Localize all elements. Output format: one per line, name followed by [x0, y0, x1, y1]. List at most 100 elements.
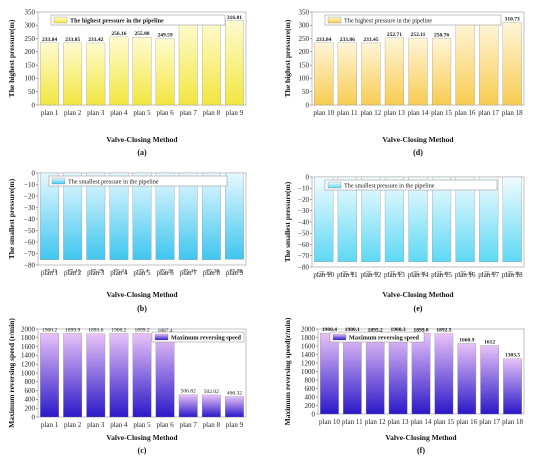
x-tick-label: plan 17: [478, 271, 499, 279]
bar-b-8: [201, 172, 221, 260]
y-tick-label: 250: [299, 35, 310, 43]
data-label-f-8: 1612: [484, 339, 495, 345]
y-tick-label: 1400: [301, 351, 316, 359]
data-label-e-9: −75.41: [504, 271, 520, 277]
bar-e-1: [314, 176, 334, 262]
x-tick-label: plan 1: [41, 269, 59, 277]
x-tick-label: plan 8: [203, 421, 221, 429]
data-label-f-1: 1900.4: [322, 327, 337, 333]
bar-a-7: [178, 20, 198, 106]
y-tick-label: 600: [25, 387, 36, 395]
bar-c-2: [63, 333, 83, 418]
bar-b-2: [63, 172, 83, 260]
chart-panel-d: 0 50 100 150 200 250 300 350 233.84 plan 10 233.86…: [283, 8, 525, 157]
data-label-c-3: 1893.6: [88, 328, 103, 334]
y-tick-label: 250: [25, 35, 36, 43]
x-tick-label: plan 13: [384, 109, 405, 117]
x-tick-label: plan 10: [313, 109, 334, 117]
x-tick-label: plan 1: [41, 109, 59, 117]
bar-a-2: [63, 42, 83, 106]
x-axis-label: Valve-Closing Method: [385, 433, 457, 442]
bar-d-5: [408, 37, 428, 106]
x-tick-label: plan 7: [180, 109, 198, 117]
legend-swatch: [327, 16, 342, 24]
y-tick-label: −30: [24, 204, 35, 212]
bar-f-1: [320, 333, 339, 415]
bar-c-7: [178, 394, 198, 418]
x-tick-label: plan 4: [110, 421, 128, 429]
x-tick-label: plan 11: [342, 418, 363, 426]
data-label-f-4: 1900.3: [391, 327, 406, 333]
x-tick-label: plan 18: [502, 271, 523, 279]
legend-box: [48, 175, 228, 187]
data-label-e-8: −75.41: [481, 271, 497, 277]
data-label-b-3: −75.29: [88, 269, 104, 275]
bar-c-5: [132, 333, 152, 418]
bar-f-6: [434, 333, 454, 415]
y-tick-label: −70: [298, 252, 309, 260]
y-tick-label: 200: [25, 48, 36, 56]
y-tick-label: 1600: [21, 343, 36, 351]
data-label-f-3: 1895.2: [368, 327, 383, 333]
data-label-d-1: 233.84: [316, 37, 331, 43]
legend-label: The smallest pressure in the pipeline: [344, 182, 435, 189]
x-tick-label: plan 9: [226, 109, 244, 117]
data-label-e-6: −75.41: [434, 271, 450, 277]
bar-c-6: [155, 333, 175, 418]
bar-a-5: [132, 37, 152, 106]
y-tick-label: 50: [302, 88, 310, 96]
y-tick-label: 200: [25, 405, 36, 413]
bar-f-4: [388, 333, 408, 415]
y-tick-label: 0: [32, 413, 36, 421]
legend-swatch: [53, 16, 68, 24]
x-tick-label: plan 9: [226, 421, 244, 429]
legend: The highest pressure in the pipeline: [324, 14, 502, 26]
x-tick-label: plan 16: [455, 109, 476, 117]
legend-label: The highest pressure in the pipeline: [70, 17, 164, 24]
x-tick-label: plan 2: [64, 109, 82, 117]
data-label-d-5: 252.11: [411, 32, 426, 38]
bar-d-1: [314, 42, 334, 106]
y-axis-label: The smallest pressure(m): [7, 178, 16, 259]
chart-panel-a: 0 50 100 150 200 250 300 350 233.84 plan 1 233.85 p…: [7, 8, 247, 157]
x-tick-label: plan 16: [455, 271, 476, 279]
data-label-d-6: 250.76: [434, 32, 449, 38]
y-tick-label: 2000: [21, 325, 36, 333]
data-label-b-7: −75.41: [180, 269, 196, 275]
x-tick-label: plan 14: [408, 271, 429, 279]
data-label-e-2: −75.41: [340, 271, 356, 277]
data-label-f-6: 1892.5: [436, 328, 451, 334]
y-tick-label: 0: [306, 173, 310, 181]
legend: The smallest pressure in the pipeline: [48, 175, 228, 187]
y-tick-label: −60: [298, 241, 309, 249]
x-tick-label: plan 15: [431, 109, 452, 117]
data-label-a-4: 256.16: [111, 31, 126, 37]
x-tick-label: plan 5: [133, 109, 151, 117]
panel-label: (d): [413, 148, 423, 157]
data-label-a-1: 233.84: [42, 37, 57, 43]
bar-d-7: [455, 21, 475, 106]
data-label-a-6: 249.59: [158, 33, 173, 39]
y-tick-label: −10: [24, 181, 35, 189]
legend-swatch: [332, 333, 347, 341]
x-tick-label: plan 17: [479, 418, 500, 426]
data-label-f-5: 1899.8: [413, 327, 428, 333]
legend-swatch: [51, 177, 66, 185]
y-tick-label: 1800: [21, 334, 36, 342]
bar-b-4: [109, 172, 129, 260]
y-axis-label: The highest pressure(m): [7, 19, 16, 97]
y-axis-label: Maximum reversing speed(r/min): [283, 317, 292, 425]
y-tick-label: 200: [299, 48, 310, 56]
data-label-c-9: 466.32: [227, 390, 242, 396]
legend-box: [50, 14, 226, 26]
bar-f-9: [503, 358, 522, 415]
y-tick-label: −30: [298, 207, 309, 215]
y-tick-label: 2000: [301, 325, 316, 333]
y-tick-label: 350: [25, 8, 36, 16]
data-label-a-3: 233.42: [88, 37, 103, 43]
bar-a-3: [86, 42, 106, 106]
y-tick-label: 0: [32, 169, 36, 177]
